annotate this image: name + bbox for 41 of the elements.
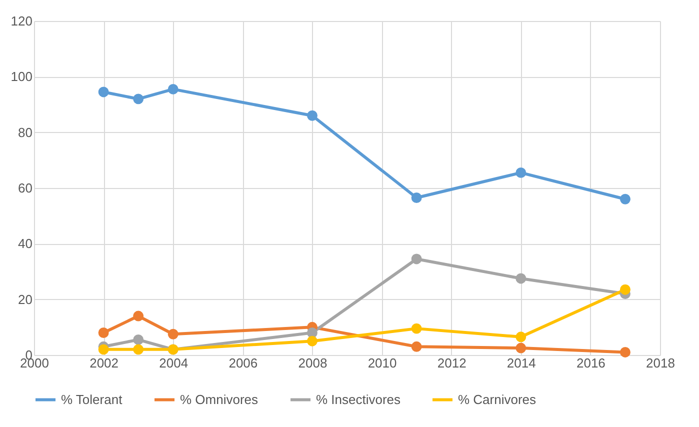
point	[411, 341, 422, 352]
x-tick-label: 2012	[437, 356, 466, 370]
point	[620, 346, 630, 358]
point	[620, 284, 630, 295]
y-tick-label: 20	[18, 292, 32, 307]
legend-label: % Carnivores	[458, 392, 537, 407]
x-tick-label: 2010	[368, 356, 397, 370]
legend-label: % Insectivores	[316, 392, 402, 407]
point	[98, 86, 109, 98]
point	[306, 336, 318, 346]
point	[516, 342, 526, 354]
point	[133, 310, 144, 322]
point	[516, 167, 526, 178]
point	[411, 192, 422, 203]
point	[411, 254, 422, 264]
point	[516, 332, 526, 342]
y-tick-label: 40	[18, 236, 32, 252]
y-tick-label: 60	[18, 180, 32, 196]
x-tick-label: 2004	[159, 356, 188, 370]
x-tick-label: 2016	[576, 356, 606, 370]
legend-label: % Tolerant	[61, 392, 123, 407]
legend-label: % Omnivores	[180, 392, 259, 407]
x-tick-label: 2014	[506, 356, 536, 370]
point	[620, 194, 630, 204]
x-tick-label: 2006	[228, 356, 258, 370]
x-tick-label: 2008	[298, 356, 328, 370]
x-tick-label: 2002	[90, 356, 119, 370]
point	[98, 328, 109, 338]
point	[133, 334, 144, 345]
x-tick-label: 2018	[646, 356, 675, 370]
y-tick-label: 100	[10, 69, 32, 84]
y-tick-label: 120	[10, 14, 32, 28]
point	[306, 110, 318, 121]
point	[516, 273, 526, 284]
point	[98, 344, 109, 355]
point	[168, 328, 178, 340]
y-tick-label: 80	[18, 124, 32, 140]
point	[411, 323, 422, 334]
point	[133, 344, 144, 355]
point	[133, 94, 144, 104]
point	[168, 84, 178, 94]
